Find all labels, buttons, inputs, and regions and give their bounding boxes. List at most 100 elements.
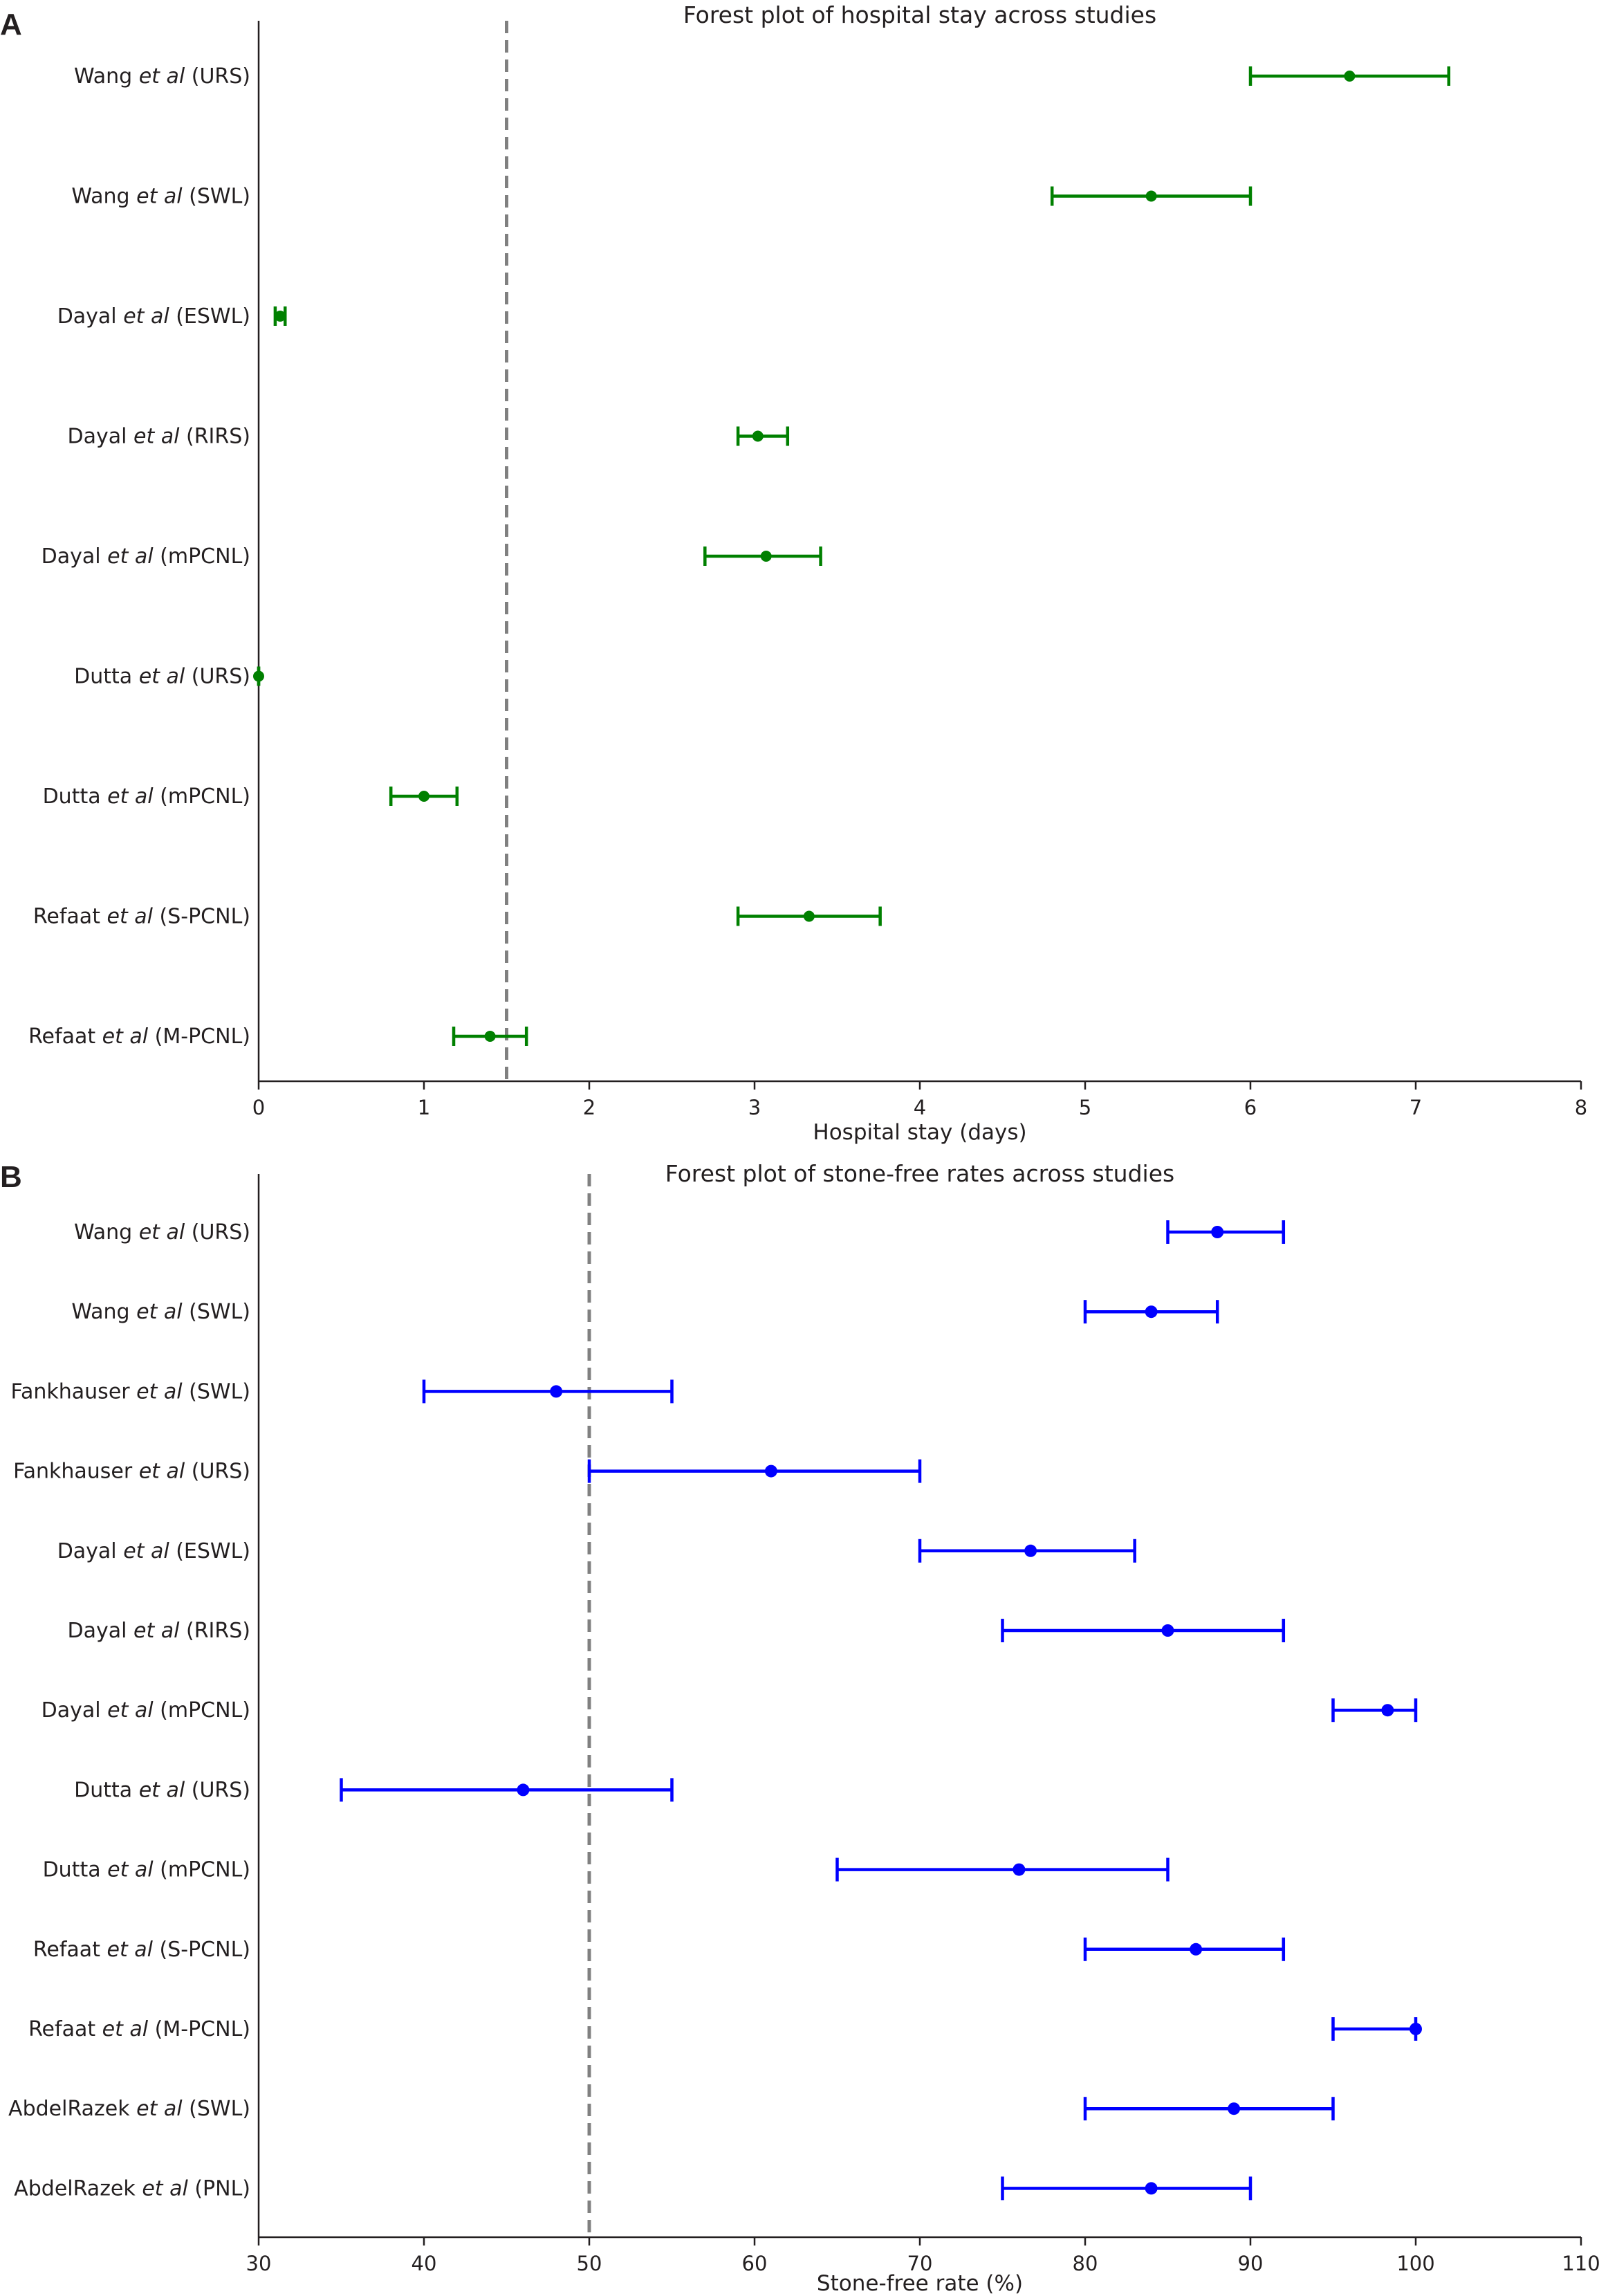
point-estimate [1161, 1624, 1174, 1637]
study-label: Dutta et al (mPCNL) [43, 784, 250, 809]
study-row: Dayal et al (ESWL) [57, 304, 287, 329]
study-label: Wang et al (URS) [74, 64, 250, 89]
x-tick-label: 100 [1396, 2252, 1434, 2275]
study-etal: et al [123, 1539, 169, 1563]
study-etal: et al [107, 1938, 154, 1962]
x-tick-label: 30 [246, 2252, 272, 2275]
study-label: Fankhauser et al (URS) [13, 1460, 250, 1484]
point-estimate [1013, 1863, 1026, 1876]
study-arm: (URS) [185, 1220, 250, 1245]
study-author: Dutta [74, 665, 139, 689]
x-tick-label: 4 [914, 1096, 926, 1119]
study-row: Dutta et al (URS) [74, 665, 264, 689]
study-arm: (RIRS) [179, 425, 250, 449]
study-arm: (S-PCNL) [153, 905, 250, 929]
study-author: Refaat [28, 1025, 102, 1049]
study-author: Dayal [67, 425, 133, 449]
study-arm: (SWL) [183, 185, 250, 209]
point-estimate [752, 430, 764, 442]
study-author: Wang [71, 185, 136, 209]
study-label: Wang et al (SWL) [71, 185, 250, 209]
study-arm: (PNL) [188, 2176, 250, 2201]
x-tick-label: 3 [748, 1096, 761, 1119]
study-arm: (ESWL) [169, 304, 250, 329]
panel-letter: B [0, 1160, 22, 1194]
study-author: Dayal [41, 544, 108, 569]
study-etal: et al [107, 784, 154, 809]
study-author: Dayal [67, 1619, 133, 1643]
point-estimate [1145, 2182, 1158, 2195]
point-estimate [1409, 2023, 1422, 2035]
study-etal: et al [107, 1698, 154, 1723]
study-author: Refaat [33, 905, 107, 929]
point-estimate [1024, 1544, 1037, 1557]
study-etal: et al [139, 1778, 185, 1802]
study-etal: et al [123, 304, 169, 329]
x-tick-label: 60 [742, 2252, 768, 2275]
point-estimate [550, 1385, 563, 1398]
study-arm: (SWL) [183, 1300, 250, 1324]
study-arm: (mPCNL) [154, 1858, 250, 1882]
study-row: Refaat et al (S-PCNL) [33, 1937, 1286, 1962]
study-etal: et al [107, 905, 154, 929]
point-estimate [1145, 190, 1157, 202]
point-estimate [1381, 1704, 1394, 1717]
study-row: AbdelRazek et al (PNL) [14, 2176, 1253, 2201]
x-tick-label: 70 [907, 2252, 933, 2275]
chart-title: Forest plot of hospital stay across stud… [683, 1, 1156, 28]
study-arm: (mPCNL) [154, 1698, 250, 1723]
point-estimate [1190, 1943, 1203, 1956]
study-etal: et al [102, 2017, 149, 2041]
study-author: Dayal [57, 304, 124, 329]
study-etal: et al [139, 64, 185, 89]
study-row: Refaat et al (M-PCNL) [28, 2017, 1422, 2041]
point-estimate [1228, 2102, 1241, 2115]
study-label: Refaat et al (M-PCNL) [28, 1025, 250, 1049]
x-axis-label: Hospital stay (days) [813, 1120, 1026, 1145]
x-tick-label: 6 [1244, 1096, 1257, 1119]
study-author: Dayal [41, 1698, 108, 1723]
study-label: Fankhauser et al (SWL) [11, 1379, 251, 1404]
panel-letter: A [0, 8, 22, 42]
x-tick-label: 50 [577, 2252, 602, 2275]
x-tick-label: 7 [1409, 1096, 1422, 1119]
study-row: Refaat et al (M-PCNL) [28, 1025, 528, 1049]
study-row: Dayal et al (mPCNL) [41, 544, 822, 569]
point-estimate [760, 551, 772, 562]
study-label: AbdelRazek et al (SWL) [8, 2097, 250, 2121]
study-arm: (mPCNL) [154, 784, 250, 809]
study-arm: (SWL) [183, 1379, 250, 1404]
point-estimate [517, 1783, 530, 1797]
study-author: Dutta [43, 1858, 108, 1882]
point-estimate [484, 1031, 496, 1042]
study-author: Refaat [33, 1938, 107, 1962]
study-label: Dutta et al (URS) [74, 665, 250, 689]
study-label: Dayal et al (ESWL) [57, 1539, 250, 1563]
x-tick-label: 1 [418, 1096, 430, 1119]
study-arm: (RIRS) [179, 1619, 250, 1643]
study-label: Dutta et al (mPCNL) [43, 1858, 250, 1882]
study-author: AbdelRazek [8, 2097, 136, 2121]
study-label: Dayal et al (mPCNL) [41, 1698, 250, 1723]
study-label: Refaat et al (M-PCNL) [28, 2017, 250, 2041]
study-etal: et al [133, 1619, 180, 1643]
study-arm: (URS) [185, 1778, 250, 1802]
x-tick-label: 80 [1073, 2252, 1098, 2275]
point-estimate [253, 670, 264, 682]
x-tick-label: 8 [1575, 1096, 1587, 1119]
study-arm: (URS) [185, 665, 250, 689]
study-etal: et al [136, 185, 183, 209]
study-label: Refaat et al (S-PCNL) [33, 905, 250, 929]
point-estimate [418, 791, 429, 802]
study-row: Fankhauser et al (URS) [13, 1459, 922, 1484]
study-author: Fankhauser [13, 1460, 139, 1484]
x-tick-label: 2 [583, 1096, 595, 1119]
study-etal: et al [133, 425, 180, 449]
study-row: Wang et al (SWL) [71, 185, 1253, 209]
study-arm: (S-PCNL) [153, 1938, 250, 1962]
point-estimate [275, 311, 286, 322]
study-author: Fankhauser [11, 1379, 137, 1404]
study-row: Dayal et al (RIRS) [67, 425, 790, 449]
point-estimate [803, 910, 815, 922]
